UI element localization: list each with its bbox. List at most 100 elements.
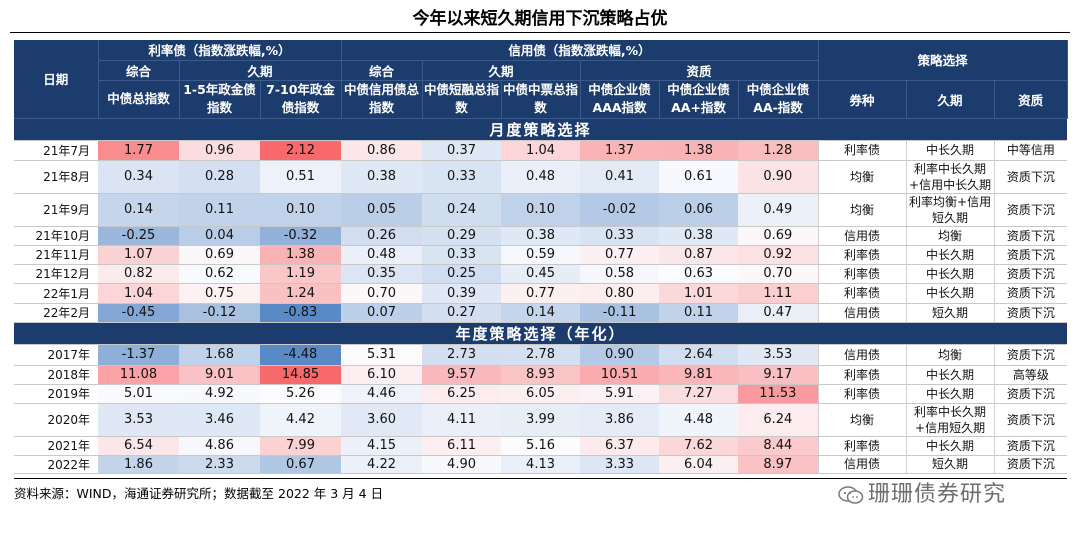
value-cell: 3.53 — [738, 344, 819, 366]
value-cell: 0.33 — [422, 160, 502, 194]
header-col-2: 1-5年政金债指数 — [179, 80, 261, 119]
value-cell: 4.22 — [341, 455, 423, 474]
value-cell: 7.99 — [260, 436, 342, 456]
value-cell: 6.54 — [98, 436, 179, 456]
strategy-quality-cell: 资质下沉 — [993, 226, 1068, 246]
strategy-duration-cell: 利率均衡+信用短久期 — [905, 193, 995, 227]
value-cell: 3.33 — [580, 455, 660, 474]
row-date: 2020年 — [14, 403, 98, 437]
header-col-3: 7-10年政金债指数 — [260, 80, 342, 119]
strategy-duration-cell: 利率中长久期+信用短久期 — [905, 403, 995, 437]
value-cell: 0.51 — [260, 160, 342, 194]
row-date: 21年8月 — [14, 160, 98, 194]
strategy-type-cell: 信用债 — [817, 226, 907, 246]
value-cell: 14.85 — [260, 365, 342, 385]
header-col-4: 中债信用债总指数 — [341, 80, 423, 119]
wechat-icon — [838, 486, 864, 504]
value-cell: 0.10 — [501, 193, 581, 227]
value-cell: 2.12 — [260, 140, 342, 161]
strategy-duration-cell: 中长久期 — [905, 283, 995, 304]
value-cell: 0.58 — [580, 264, 660, 284]
strategy-duration-cell: 中长久期 — [905, 245, 995, 265]
value-cell: 5.26 — [260, 384, 342, 404]
value-cell: 4.42 — [260, 403, 342, 437]
source-note: 资料来源：WIND，海通证券研究所；数据截至 2022 年 3 月 4 日 — [14, 478, 1067, 502]
value-cell: -1.37 — [98, 344, 179, 366]
strategy-quality-cell: 资质下沉 — [993, 303, 1068, 323]
header-credit-quality: 资质 — [580, 60, 819, 81]
row-date: 21年11月 — [14, 245, 98, 265]
table-row: 2019年 5.01 4.92 5.26 4.46 6.25 6.05 5.91 7.27 11.… — [14, 384, 1068, 404]
value-cell: 9.81 — [659, 365, 739, 385]
value-cell: -0.11 — [580, 303, 660, 323]
strategy-quality-cell: 资质下沉 — [993, 160, 1068, 194]
value-cell: 0.69 — [738, 226, 819, 246]
value-cell: 6.37 — [580, 436, 660, 456]
value-cell: 4.90 — [422, 455, 502, 474]
strategy-type-cell: 利率债 — [817, 365, 907, 385]
value-cell: 11.08 — [98, 365, 179, 385]
value-cell: 0.28 — [179, 160, 260, 194]
row-date: 2019年 — [14, 384, 98, 404]
value-cell: 0.77 — [580, 245, 660, 265]
value-cell: 0.90 — [580, 344, 660, 366]
value-cell: 6.24 — [738, 403, 819, 437]
value-cell: 2.73 — [422, 344, 502, 366]
value-cell: 0.35 — [341, 264, 423, 284]
row-date: 2017年 — [14, 344, 98, 366]
table-row: 21年7月 1.77 0.96 2.12 0.86 0.37 1.04 1.37 1.38 1.2… — [14, 140, 1068, 161]
value-cell: 0.39 — [422, 283, 502, 304]
value-cell: 1.77 — [98, 140, 179, 161]
value-cell: 0.29 — [422, 226, 502, 246]
header-rate-duration: 久期 — [179, 60, 342, 81]
section-title-yearly: 年度策略选择（年化） — [14, 322, 1068, 345]
watermark-text: 珊珊债券研究 — [868, 482, 1007, 507]
strategy-type-cell: 利率债 — [817, 245, 907, 265]
value-cell: 0.86 — [341, 140, 423, 161]
row-date: 2018年 — [14, 365, 98, 385]
strategy-duration-cell: 中长久期 — [905, 264, 995, 284]
watermark: 珊珊债券研究 — [838, 476, 1006, 508]
value-cell: 0.82 — [98, 264, 179, 284]
strategy-quality-cell: 资质下沉 — [993, 245, 1068, 265]
row-date: 21年12月 — [14, 264, 98, 284]
table-row: 2022年 1.86 2.33 0.67 4.22 4.90 4.13 3.33 6.04 8.9… — [14, 455, 1068, 474]
strategy-table-container: 日期 利率债（指数涨跌幅,%） 信用债（指数涨跌幅,%） 策略选择 综合 久期 … — [14, 40, 1068, 474]
value-cell: 0.38 — [501, 226, 581, 246]
value-cell: 1.38 — [659, 140, 739, 161]
table-row: 2018年 11.08 9.01 14.85 6.10 9.57 8.93 10.51 9.81… — [14, 365, 1068, 385]
strategy-type-cell: 均衡 — [817, 193, 907, 227]
strategy-quality-cell: 资质下沉 — [993, 344, 1068, 366]
strategy-quality-cell: 资质下沉 — [993, 384, 1068, 404]
value-cell: 0.48 — [501, 160, 581, 194]
header-col-5: 中债短融总指数 — [422, 80, 502, 119]
strategy-quality-cell: 资质下沉 — [993, 403, 1068, 437]
strategy-type-cell: 利率债 — [817, 384, 907, 404]
strategy-quality-cell: 资质下沉 — [993, 455, 1068, 474]
value-cell: 5.16 — [501, 436, 581, 456]
value-cell: 4.86 — [179, 436, 260, 456]
table-body: 月度策略选择 21年7月 1.77 0.96 2.12 0.86 0.37 1.04 1.37 1… — [14, 118, 1068, 474]
header-date: 日期 — [14, 40, 99, 119]
row-date: 2021年 — [14, 436, 98, 456]
value-cell: 0.63 — [659, 264, 739, 284]
value-cell: 4.11 — [422, 403, 502, 437]
table-row: 22年1月 1.04 0.75 1.24 0.70 0.39 0.77 0.80 1.01 1.1… — [14, 283, 1068, 304]
value-cell: 5.91 — [580, 384, 660, 404]
value-cell: 1.28 — [738, 140, 819, 161]
value-cell: 9.17 — [738, 365, 819, 385]
table-row: 21年8月 0.34 0.28 0.51 0.38 0.33 0.48 0.41 0.61 0.9… — [14, 160, 1068, 194]
value-cell: 1.07 — [98, 245, 179, 265]
table-row: 2017年 -1.37 1.68 -4.48 5.31 2.73 2.78 0.90 2.64 3… — [14, 344, 1068, 366]
value-cell: -0.02 — [580, 193, 660, 227]
value-cell: 0.67 — [260, 455, 342, 474]
header-strategy-group: 策略选择 — [818, 40, 1068, 81]
header-col-9: 中债企业债AA-指数 — [738, 80, 819, 119]
value-cell: 1.04 — [98, 283, 179, 304]
row-date: 2022年 — [14, 455, 98, 474]
strategy-duration-cell: 中长久期 — [905, 140, 995, 161]
value-cell: 10.51 — [580, 365, 660, 385]
header-rate-group: 利率债（指数涨跌幅,%） — [98, 40, 342, 61]
value-cell: 0.06 — [659, 193, 739, 227]
value-cell: 0.10 — [260, 193, 342, 227]
